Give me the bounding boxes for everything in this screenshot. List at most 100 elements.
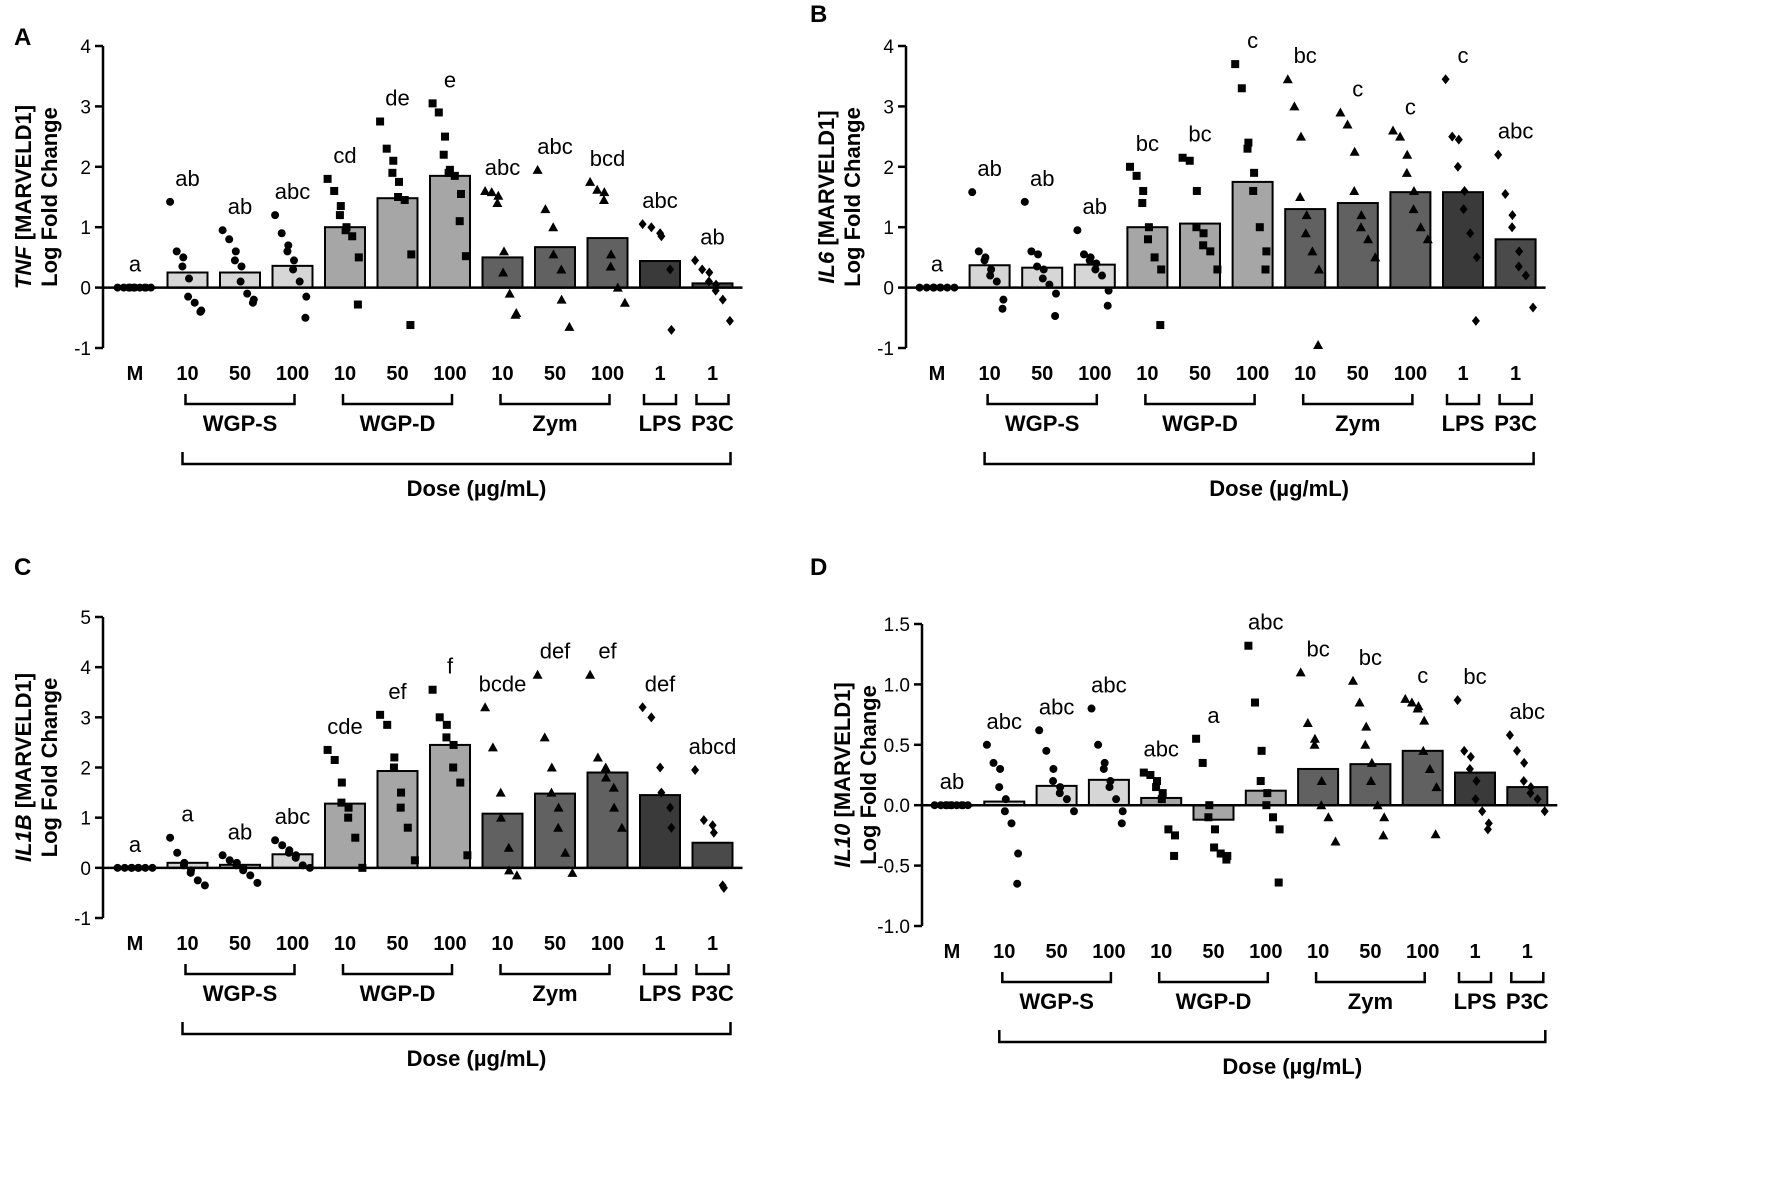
data-point	[989, 758, 998, 767]
data-point	[1185, 156, 1194, 165]
x-axis-title: Dose (µg/mL)	[407, 476, 547, 501]
x-tick-label: 100	[433, 363, 466, 385]
data-point	[166, 833, 175, 842]
data-point	[968, 188, 977, 197]
sig-letter: bcd	[590, 146, 625, 171]
data-point	[1144, 235, 1152, 244]
data-point	[704, 276, 713, 287]
group-label: P3C	[691, 411, 734, 436]
panel-D: D-1.0-0.50.00.51.01.5ababcabcabcabcaabcb…	[810, 554, 1558, 1079]
data-point	[1478, 806, 1487, 817]
data-point	[1300, 228, 1311, 238]
data-point	[539, 732, 550, 742]
sig-letter: ab	[175, 166, 199, 191]
data-point	[1152, 783, 1161, 792]
data-point	[1262, 801, 1271, 810]
sig-letter: c	[1352, 76, 1363, 101]
data-point	[1091, 265, 1100, 274]
data-point	[1540, 806, 1549, 817]
data-point	[323, 745, 332, 754]
data-point	[1117, 819, 1126, 828]
data-point	[127, 863, 136, 872]
data-point	[1356, 210, 1367, 220]
data-point	[1171, 831, 1179, 840]
data-point	[548, 249, 559, 259]
sig-letter: bc	[1136, 131, 1159, 156]
sig-letter: c	[1247, 28, 1258, 53]
data-point	[496, 812, 506, 822]
data-point	[1098, 271, 1106, 280]
y-tick-label: -1	[74, 909, 91, 930]
x-tick-label: 50	[386, 363, 408, 385]
data-point	[1508, 210, 1517, 221]
x-tick-label: 10	[993, 941, 1015, 963]
data-point	[1453, 161, 1462, 172]
data-point	[1454, 134, 1463, 145]
group-bracket	[695, 394, 730, 406]
data-point	[1153, 777, 1161, 786]
x-tick-label: 100	[1249, 941, 1282, 963]
bar	[1284, 208, 1327, 289]
data-point	[354, 253, 363, 262]
data-point	[1471, 315, 1480, 326]
data-point	[218, 226, 227, 235]
data-point	[1118, 807, 1127, 816]
data-point	[1274, 878, 1283, 887]
x-tick-label: 10	[1294, 363, 1316, 385]
data-point	[619, 297, 630, 307]
sig-letter: cd	[333, 143, 356, 168]
data-point	[1158, 789, 1167, 798]
data-point	[1261, 265, 1270, 274]
data-point	[1178, 153, 1187, 162]
x-tick-label: 50	[229, 933, 251, 955]
data-point	[428, 685, 437, 694]
data-point	[1080, 250, 1088, 259]
x-tick-label: 10	[334, 933, 356, 955]
data-point	[556, 264, 567, 274]
data-point	[709, 827, 718, 838]
x-tick-label: 50	[544, 933, 566, 955]
panel-B: B -1 0 1 2 3 4 a ab ab ab bc bc c bc c c c abc M 10 50 100 10 50…	[810, 1, 1546, 501]
data-point	[1372, 800, 1383, 810]
data-point	[442, 720, 451, 729]
sig-letter: cde	[327, 714, 362, 739]
group-bracket	[341, 964, 454, 976]
x-tick-label: 100	[1406, 941, 1439, 963]
sig-letter: a	[931, 252, 944, 277]
data-point	[406, 321, 415, 330]
y-tick-label: 0	[80, 859, 91, 880]
data-point	[510, 309, 521, 319]
x-tick-label: 100	[591, 933, 624, 955]
data-point	[1099, 764, 1108, 773]
sig-letter: abc	[1510, 699, 1545, 724]
sig-letter: de	[385, 86, 409, 111]
group-bracket	[184, 394, 296, 406]
data-point	[1508, 222, 1517, 233]
data-point	[1164, 825, 1173, 834]
group-label: WGP-S	[203, 411, 278, 436]
data-point	[480, 185, 491, 195]
data-point	[1100, 758, 1109, 767]
sig-letter: abc	[275, 179, 310, 204]
y-tick-label: 3	[80, 708, 91, 729]
data-point	[1379, 812, 1390, 822]
data-point	[243, 289, 252, 298]
x-tick-label: 100	[276, 933, 309, 955]
data-point	[1295, 192, 1306, 201]
data-point	[987, 265, 996, 274]
sig-letter: abc	[642, 188, 677, 213]
data-point	[996, 764, 1005, 773]
data-point	[1309, 733, 1320, 743]
data-point	[929, 283, 938, 292]
sig-letter: bc	[1306, 636, 1329, 661]
data-point	[1042, 746, 1051, 755]
y-axis-title-line2: Log Fold Change	[37, 678, 62, 858]
data-point	[428, 99, 437, 108]
data-point	[1354, 697, 1365, 707]
group-label: WGP-D	[360, 411, 436, 436]
sig-letter: a	[129, 252, 142, 277]
group-bracket	[184, 964, 296, 976]
data-point	[598, 195, 609, 205]
data-point	[667, 324, 676, 335]
